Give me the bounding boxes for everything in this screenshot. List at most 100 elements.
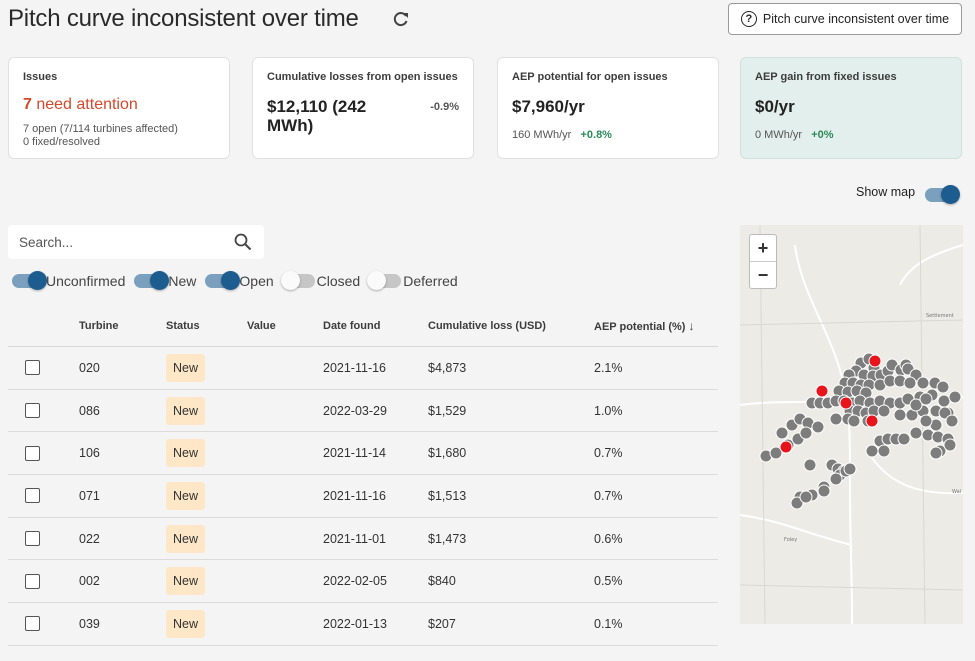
turbine-marker[interactable]: [929, 446, 943, 460]
turbine-marker[interactable]: [877, 444, 891, 458]
col-aep-potential[interactable]: AEP potential (%) ↓: [594, 319, 718, 333]
turbine-marker[interactable]: [817, 484, 831, 498]
filter-closed-label: Closed: [316, 273, 361, 289]
show-map-toggle[interactable]: [925, 185, 960, 204]
cell-aep-potential: 0.7%: [594, 446, 623, 461]
table-row[interactable]: 039 New 2022-01-13 $207 0.1%: [8, 603, 718, 646]
turbine-marker[interactable]: [948, 390, 962, 404]
col-turbine[interactable]: Turbine: [79, 319, 119, 332]
turbine-marker[interactable]: [937, 394, 951, 408]
turbine-marker[interactable]: [945, 414, 959, 428]
turbine-marker[interactable]: [843, 462, 857, 476]
search-icon[interactable]: [234, 233, 252, 251]
aep-gain-sub: 0 MWh/yr: [755, 129, 803, 141]
losses-value: $12,110 (242 MWh): [267, 97, 367, 135]
turbine-marker[interactable]: [790, 496, 804, 510]
row-checkbox[interactable]: [25, 445, 40, 461]
turbine-marker[interactable]: [799, 426, 813, 440]
turbine-marker[interactable]: [829, 472, 843, 486]
turbine-marker-flagged[interactable]: [839, 396, 853, 410]
cell-turbine: 002: [79, 574, 100, 589]
table-row[interactable]: 022 New 2021-11-01 $1,473 0.6%: [8, 518, 718, 561]
filter-open[interactable]: Open: [205, 271, 274, 290]
turbine-marker-flagged[interactable]: [865, 414, 879, 428]
row-checkbox[interactable]: [25, 488, 40, 504]
turbine-marker[interactable]: [799, 490, 813, 504]
aep-potential-value: $7,960/yr: [512, 97, 585, 116]
cell-date-found: 2021-11-01: [323, 531, 387, 546]
row-checkbox[interactable]: [25, 616, 40, 632]
issues-fixed-text: 0 fixed/resolved: [23, 136, 101, 148]
table-row[interactable]: 106 New 2021-11-14 $1,680 0.7%: [8, 432, 718, 476]
filter-deferred-toggle[interactable]: [367, 271, 402, 290]
turbine-marker[interactable]: [909, 398, 923, 412]
cell-cumulative-loss: $207: [428, 616, 456, 631]
turbine-marker[interactable]: [877, 404, 891, 418]
losses-card-label: Cumulative losses from open issues: [267, 71, 458, 83]
turbine-marker[interactable]: [865, 444, 879, 458]
cell-cumulative-loss: $840: [428, 574, 456, 589]
filter-open-toggle[interactable]: [205, 271, 241, 290]
map-label-settlement: Settlement: [926, 313, 954, 319]
cell-turbine: 086: [79, 403, 100, 418]
filter-closed[interactable]: Closed: [280, 271, 361, 290]
cell-date-found: 2021-11-14: [323, 446, 387, 461]
filter-closed-toggle[interactable]: [280, 271, 315, 290]
turbine-marker[interactable]: [936, 380, 950, 394]
cell-date-found: 2022-03-29: [323, 403, 387, 418]
turbine-marker-flagged[interactable]: [815, 384, 829, 398]
turbine-marker[interactable]: [897, 432, 911, 446]
col-date-found[interactable]: Date found: [323, 319, 381, 332]
zoom-in-button[interactable]: +: [750, 235, 776, 262]
aep-potential-label: AEP potential for open issues: [512, 71, 668, 83]
filter-new-label: New: [168, 273, 197, 289]
table-row[interactable]: 086 New 2022-03-29 $1,529 1.0%: [8, 390, 718, 433]
table-row[interactable]: 071 New 2021-11-16 $1,513 0.7%: [8, 475, 718, 518]
refresh-icon[interactable]: [391, 9, 411, 29]
turbine-marker[interactable]: [919, 392, 933, 406]
turbine-marker[interactable]: [919, 414, 933, 428]
row-checkbox[interactable]: [25, 403, 40, 419]
row-checkbox[interactable]: [25, 360, 40, 376]
turbine-marker[interactable]: [943, 438, 957, 452]
sort-desc-icon: ↓: [688, 318, 695, 333]
turbine-marker-flagged[interactable]: [779, 440, 793, 454]
col-cumulative-loss[interactable]: Cumulative loss (USD): [428, 319, 546, 332]
search-box: [8, 225, 264, 259]
turbine-marker[interactable]: [803, 458, 817, 472]
filter-new[interactable]: New: [134, 271, 197, 290]
turbine-marker[interactable]: [775, 426, 789, 440]
search-input[interactable]: [19, 234, 224, 250]
table-header: Turbine Status Value Date found Cumulati…: [8, 305, 718, 347]
turbine-marker-flagged[interactable]: [868, 354, 882, 368]
zoom-out-button[interactable]: −: [757, 265, 769, 285]
map-canvas[interactable]: Settlement Foley Wal: [740, 225, 963, 624]
filter-unconfirmed[interactable]: Unconfirmed: [12, 271, 125, 290]
turbine-marker[interactable]: [903, 376, 917, 390]
col-value[interactable]: Value: [247, 319, 276, 332]
turbine-marker[interactable]: [847, 414, 861, 428]
turbine-map[interactable]: Settlement Foley Wal + −: [740, 225, 963, 624]
col-status[interactable]: Status: [166, 319, 200, 332]
cell-cumulative-loss: $1,473: [428, 531, 467, 546]
aep-gain-delta: +0%: [811, 129, 834, 141]
row-checkbox[interactable]: [25, 573, 40, 589]
turbine-marker[interactable]: [769, 446, 783, 460]
help-button-label: Pitch curve inconsistent over time: [762, 12, 950, 26]
table-row[interactable]: 020 New 2021-11-16 $4,873 2.1%: [8, 347, 718, 390]
cell-turbine: 071: [79, 488, 100, 503]
turbine-marker[interactable]: [893, 408, 907, 422]
turbine-marker[interactable]: [829, 412, 843, 426]
turbine-marker[interactable]: [811, 420, 825, 434]
filter-new-toggle[interactable]: [134, 271, 170, 290]
help-button[interactable]: ? Pitch curve inconsistent over time: [728, 3, 962, 35]
table-row[interactable]: 002 New 2022-02-05 $840 0.5%: [8, 560, 718, 604]
turbine-marker[interactable]: [909, 426, 923, 440]
filter-unconfirmed-toggle[interactable]: [12, 271, 47, 290]
turbine-marker[interactable]: [916, 376, 930, 390]
cell-aep-potential: 0.1%: [594, 616, 623, 631]
status-badge: New: [166, 439, 206, 468]
filter-deferred[interactable]: Deferred: [367, 271, 458, 290]
row-checkbox[interactable]: [25, 531, 40, 547]
filter-closed-knob: [280, 271, 300, 290]
